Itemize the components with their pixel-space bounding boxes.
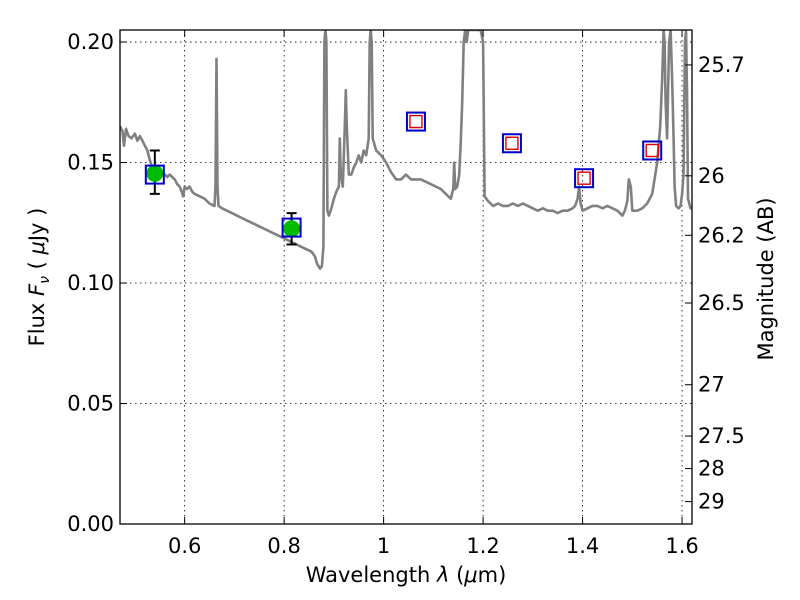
y-tick-label: 0.10 [67,271,114,295]
y2-tick-label: 28 [698,457,725,481]
y2-tick-label: 25.7 [698,53,745,77]
y-tick-label: 0.00 [67,512,114,536]
y-axis-label: Flux Fν ( μJy ) [25,208,53,347]
y2-tick-label: 29 [698,490,725,514]
limit-square [577,171,591,185]
spectrum-layer [120,30,692,270]
spectrum-line [120,30,692,270]
marker-layer [144,111,663,246]
model-square [574,168,595,189]
y2-tick-label: 26 [698,164,725,188]
x-tick-label: 1.4 [566,534,599,558]
grid [120,30,692,524]
x-tick-label: 0.6 [168,534,201,558]
y2-tick-label: 27.5 [698,424,745,448]
limit-square [409,114,423,129]
model-square [144,164,165,185]
model-square [501,133,522,154]
limit-square [505,136,519,150]
limit-square [645,143,659,158]
x-tick-label: 0.8 [267,534,300,558]
x-tick-label: 1.6 [665,534,698,558]
y2-tick-label: 26.2 [698,223,745,247]
y2-axis-label: Magnitude (AB) [754,197,778,360]
model-square [405,111,426,132]
y-tick-label: 0.15 [67,151,114,175]
y-tick-label: 0.05 [67,392,114,416]
y-tick-label: 0.20 [67,30,114,54]
x-tick-label: 1 [377,534,390,558]
observed-point [283,220,301,238]
x-axis-label: Wavelength λ (μm) [306,563,507,587]
model-square [642,140,663,161]
model-square [281,217,302,238]
y2-tick-label: 26.5 [698,291,745,315]
x-tick-label: 1.2 [466,534,499,558]
ticks: 0.6 0.8 1 1.2 1.4 1.6 0.00 0.05 0.10 0.15 0.20 25.7… [67,30,745,558]
y2-tick-label: 27 [698,373,725,397]
observed-point [146,164,164,182]
plot-frame [119,29,693,525]
